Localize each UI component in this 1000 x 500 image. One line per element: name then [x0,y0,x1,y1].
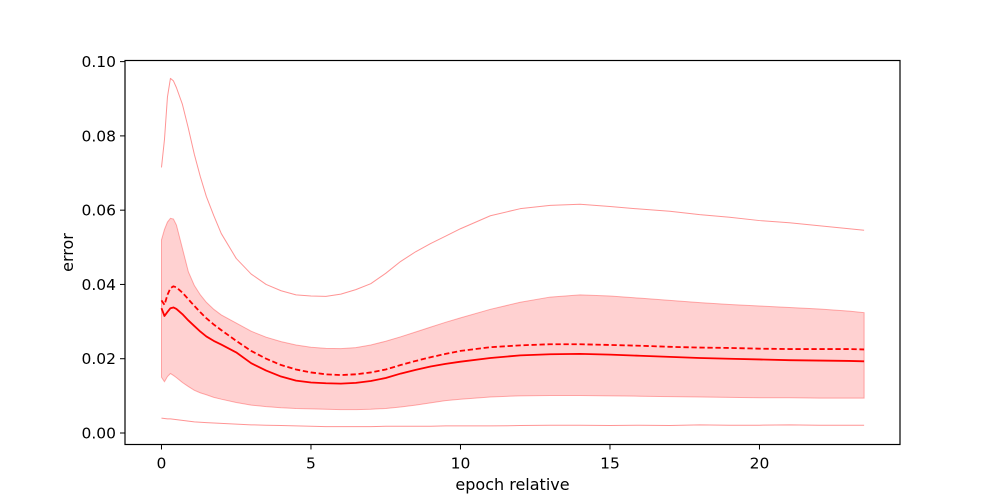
center-dashed-line [160,285,865,376]
x-tick-label: 5 [306,455,316,473]
y-axis-label: error [58,233,77,272]
y-tick-label: 0.06 [81,202,116,220]
y-tick-label: 0.10 [81,53,116,71]
y-tick-label: 0.02 [81,350,116,368]
x-tick-label: 20 [750,455,770,473]
x-tick-label: 10 [451,455,471,473]
x-tick-label: 0 [157,455,167,473]
x-tick-label: 15 [600,455,620,473]
center-solid-line [160,306,865,385]
y-tick-label: 0.00 [81,424,116,442]
lower-envelope-line [161,417,865,428]
upper-envelope-line [160,77,865,297]
x-axis-label: epoch relative [455,475,569,494]
axes-border [124,59,901,446]
y-tick-label: 0.08 [81,127,116,145]
plot-area: 0 5 10 15 20 0.00 0.02 0.04 0.06 0.08 0.10 [81,53,901,473]
uncertainty-band [160,217,865,411]
y-tick-label: 0.04 [81,276,116,294]
